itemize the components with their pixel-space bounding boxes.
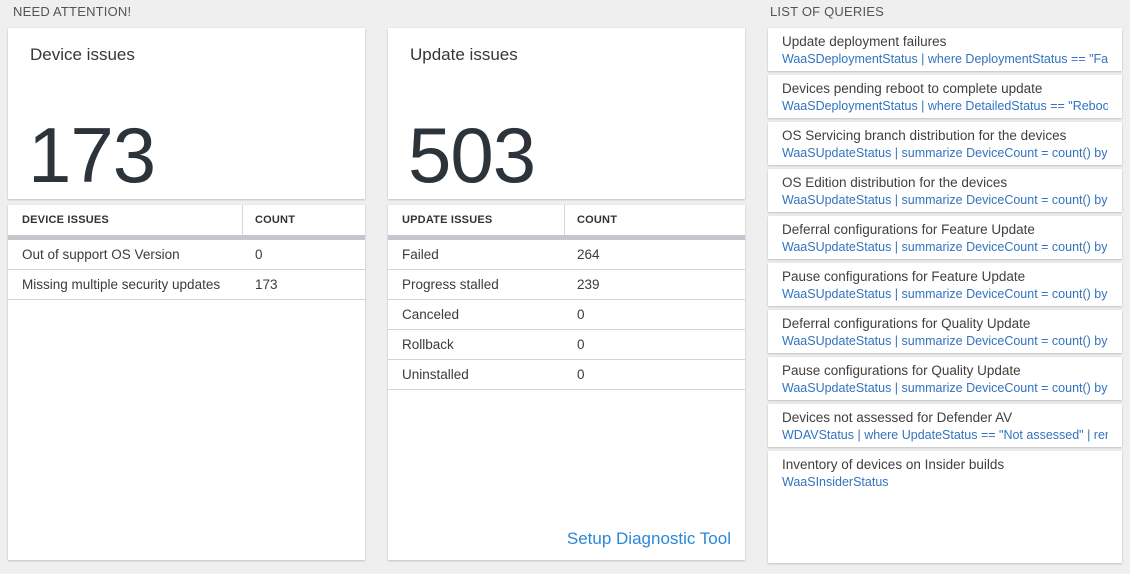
- row-count: 0: [577, 337, 585, 352]
- table-row[interactable]: Rollback 0: [388, 330, 745, 360]
- row-label: Rollback: [402, 337, 454, 352]
- device-issues-table-header: DEVICE ISSUES COUNT: [8, 205, 365, 235]
- row-label: Missing multiple security updates: [22, 277, 221, 292]
- update-issues-table-header: UPDATE ISSUES COUNT: [388, 205, 745, 235]
- query-list-item[interactable]: Pause configurations for Feature Update …: [768, 263, 1122, 306]
- row-count: 0: [577, 307, 585, 322]
- row-label: Uninstalled: [402, 367, 469, 382]
- row-label: Out of support OS Version: [22, 247, 180, 262]
- row-count: 0: [255, 247, 263, 262]
- table-row[interactable]: Missing multiple security updates 173: [8, 270, 365, 300]
- device-issues-tile-title: Device issues: [30, 45, 135, 64]
- query-list-item[interactable]: Deferral configurations for Quality Upda…: [768, 310, 1122, 353]
- query-title: Pause configurations for Quality Update: [782, 363, 1021, 378]
- query-text: WaaSUpdateStatus | summarize DeviceCount…: [782, 193, 1108, 207]
- query-title: Deferral configurations for Quality Upda…: [782, 316, 1031, 331]
- query-list-item[interactable]: OS Edition distribution for the devices …: [768, 169, 1122, 212]
- query-list-item[interactable]: Update deployment failures WaaSDeploymen…: [768, 28, 1122, 71]
- update-issues-header-count: COUNT: [577, 214, 618, 226]
- device-issues-header-label: DEVICE ISSUES: [8, 205, 243, 235]
- query-title: Pause configurations for Feature Update: [782, 269, 1026, 284]
- query-list-item[interactable]: OS Servicing branch distribution for the…: [768, 122, 1122, 165]
- row-count: 173: [255, 277, 278, 292]
- update-issues-table: UPDATE ISSUES COUNT Failed 264 Progress …: [388, 205, 745, 560]
- device-issues-tile[interactable]: Device issues 173: [8, 28, 365, 199]
- query-title: OS Servicing branch distribution for the…: [782, 128, 1067, 143]
- update-issues-column: Update issues 503 UPDATE ISSUES COUNT Fa…: [388, 28, 745, 560]
- query-title: Devices not assessed for Defender AV: [782, 410, 1013, 425]
- query-text: WaaSUpdateStatus | summarize DeviceCount…: [782, 287, 1108, 301]
- row-label: Progress stalled: [402, 277, 499, 292]
- queries-list: Update deployment failures WaaSDeploymen…: [768, 28, 1122, 563]
- query-title: Deferral configurations for Feature Upda…: [782, 222, 1035, 237]
- update-issues-tile-title: Update issues: [410, 45, 518, 64]
- row-count: 264: [577, 247, 600, 262]
- table-row[interactable]: Progress stalled 239: [388, 270, 745, 300]
- table-row[interactable]: Uninstalled 0: [388, 360, 745, 390]
- table-header-divider-bar: [388, 235, 745, 240]
- query-title: Inventory of devices on Insider builds: [782, 457, 1005, 472]
- device-issues-table: DEVICE ISSUES COUNT Out of support OS Ve…: [8, 205, 365, 560]
- device-issues-header-count: COUNT: [255, 214, 296, 226]
- need-attention-section-label: NEED ATTENTION!: [13, 4, 132, 19]
- row-label: Failed: [402, 247, 439, 262]
- list-of-queries-section-label: LIST OF QUERIES: [770, 4, 885, 19]
- device-issues-count: 173: [28, 110, 156, 199]
- query-title: Update deployment failures: [782, 34, 947, 49]
- table-row[interactable]: Out of support OS Version 0: [8, 240, 365, 270]
- query-text: WaaSDeploymentStatus | where DeploymentS…: [782, 52, 1108, 66]
- query-list-item[interactable]: Inventory of devices on Insider builds W…: [768, 451, 1122, 563]
- setup-diagnostic-tool-link[interactable]: Setup Diagnostic Tool: [566, 529, 731, 548]
- query-text: WaaSInsiderStatus: [782, 475, 889, 489]
- update-issues-tile[interactable]: Update issues 503: [388, 28, 745, 199]
- table-header-divider-bar: [8, 235, 365, 240]
- row-count: 0: [577, 367, 585, 382]
- query-list-item[interactable]: Pause configurations for Quality Update …: [768, 357, 1122, 400]
- query-text: WaaSDeploymentStatus | where DetailedSta…: [782, 99, 1108, 113]
- query-title: OS Edition distribution for the devices: [782, 175, 1008, 190]
- table-row[interactable]: Failed 264: [388, 240, 745, 270]
- query-list-item[interactable]: Devices not assessed for Defender AV WDA…: [768, 404, 1122, 447]
- table-row[interactable]: Canceled 0: [388, 300, 745, 330]
- update-issues-header-label: UPDATE ISSUES: [388, 205, 565, 235]
- query-list-item[interactable]: Deferral configurations for Feature Upda…: [768, 216, 1122, 259]
- query-list-item[interactable]: Devices pending reboot to complete updat…: [768, 75, 1122, 118]
- query-text: WDAVStatus | where UpdateStatus == "Not …: [782, 428, 1108, 442]
- device-issues-column: Device issues 173 DEVICE ISSUES COUNT Ou…: [8, 28, 365, 560]
- row-label: Canceled: [402, 307, 460, 322]
- query-text: WaaSUpdateStatus | summarize DeviceCount…: [782, 240, 1108, 254]
- row-count: 239: [577, 277, 600, 292]
- query-text: WaaSUpdateStatus | summarize DeviceCount…: [782, 146, 1108, 160]
- query-text: WaaSUpdateStatus | summarize DeviceCount…: [782, 381, 1108, 395]
- query-title: Devices pending reboot to complete updat…: [782, 81, 1043, 96]
- update-issues-count: 503: [408, 110, 536, 199]
- query-text: WaaSUpdateStatus | summarize DeviceCount…: [782, 334, 1108, 348]
